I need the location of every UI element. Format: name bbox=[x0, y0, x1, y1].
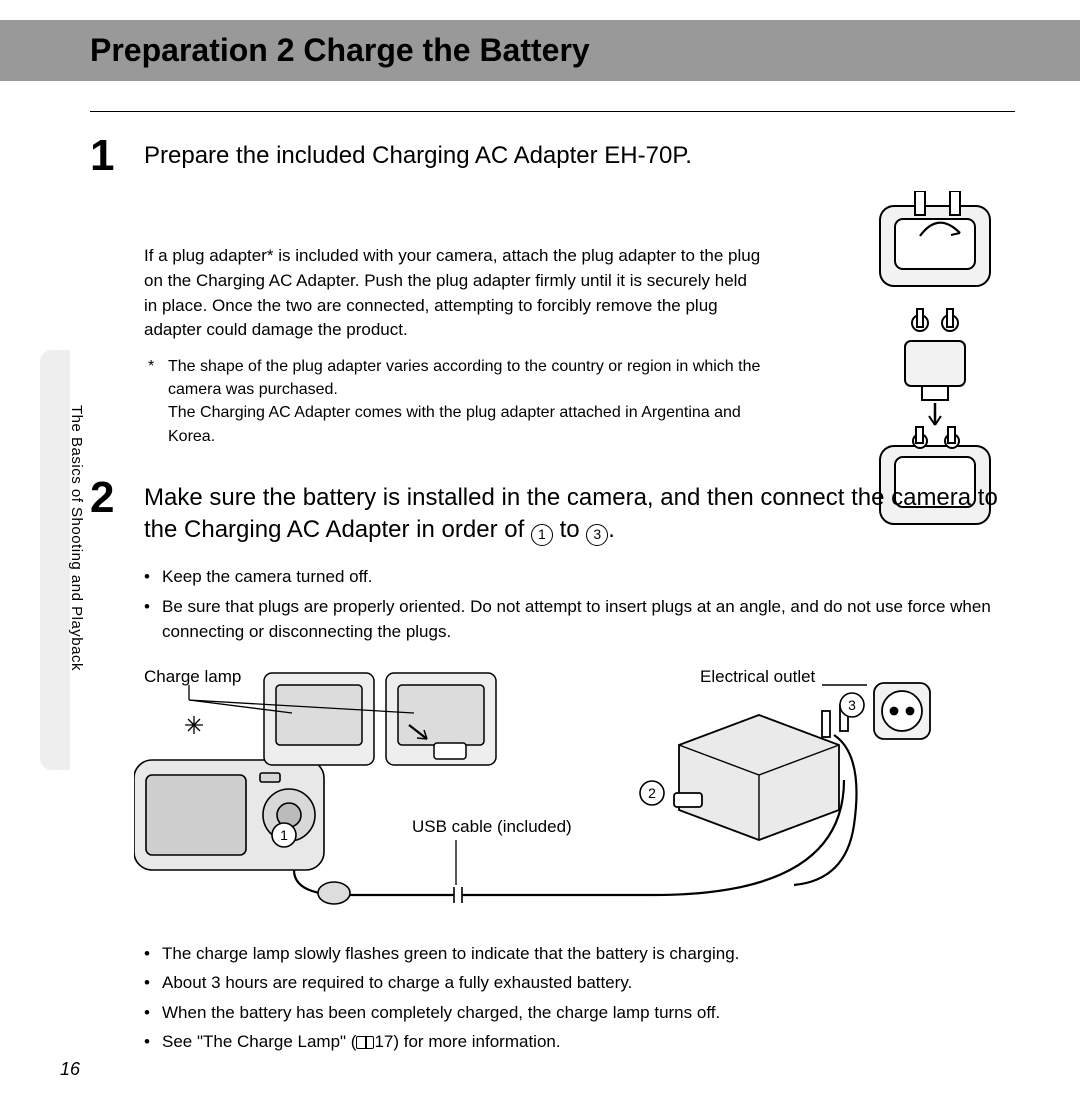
circled-1: 1 bbox=[531, 524, 553, 546]
divider bbox=[90, 111, 1015, 112]
diagram-marker-3: 3 bbox=[848, 697, 856, 713]
t: ) for more information. bbox=[393, 1032, 560, 1051]
page-number: 16 bbox=[60, 1059, 80, 1080]
t: . bbox=[608, 516, 615, 543]
diagram-marker-1: 1 bbox=[280, 827, 288, 843]
t: 17 bbox=[374, 1032, 393, 1051]
footnote: * The shape of the plug adapter varies a… bbox=[144, 355, 764, 448]
bullet: About 3 hours are required to charge a f… bbox=[162, 970, 1015, 996]
section-header: Preparation 2 Charge the Battery bbox=[0, 20, 1080, 81]
step-paragraph: If a plug adapter* is included with your… bbox=[144, 244, 764, 343]
bullet-list-top: •Keep the camera turned off. •Be sure th… bbox=[144, 564, 1015, 645]
footnote-text: The shape of the plug adapter varies acc… bbox=[168, 355, 764, 448]
bullet-see: See "The Charge Lamp" ( 17) for more info… bbox=[162, 1029, 1015, 1055]
footnote-mark: * bbox=[148, 355, 168, 448]
bullet: Keep the camera turned off. bbox=[162, 564, 1015, 590]
connection-diagram: Charge lamp USB cable (included) Electri… bbox=[144, 665, 1015, 915]
t: to bbox=[553, 516, 586, 543]
diagram-marker-2: 2 bbox=[648, 785, 656, 801]
bullet-list-bottom: •The charge lamp slowly flashes green to… bbox=[144, 941, 1015, 1055]
step-1: 1 Prepare the included Charging AC Adapt… bbox=[90, 134, 1015, 448]
step-number: 1 bbox=[90, 134, 144, 448]
bullet: The charge lamp slowly flashes green to … bbox=[162, 941, 1015, 967]
section-title: Preparation 2 Charge the Battery bbox=[90, 32, 1080, 69]
book-icon bbox=[356, 1036, 374, 1049]
page-content: 1 Prepare the included Charging AC Adapt… bbox=[0, 81, 1080, 1059]
bullet: When the battery has been completely cha… bbox=[162, 1000, 1015, 1026]
bullet: Be sure that plugs are properly oriented… bbox=[162, 594, 1015, 645]
circled-3: 3 bbox=[586, 524, 608, 546]
step-2: 2 Make sure the battery is installed in … bbox=[90, 476, 1015, 1059]
step-title: Make sure the battery is installed in th… bbox=[144, 482, 1015, 547]
t: See "The Charge Lamp" ( bbox=[162, 1032, 356, 1051]
step-title: Prepare the included Charging AC Adapter… bbox=[144, 140, 724, 172]
